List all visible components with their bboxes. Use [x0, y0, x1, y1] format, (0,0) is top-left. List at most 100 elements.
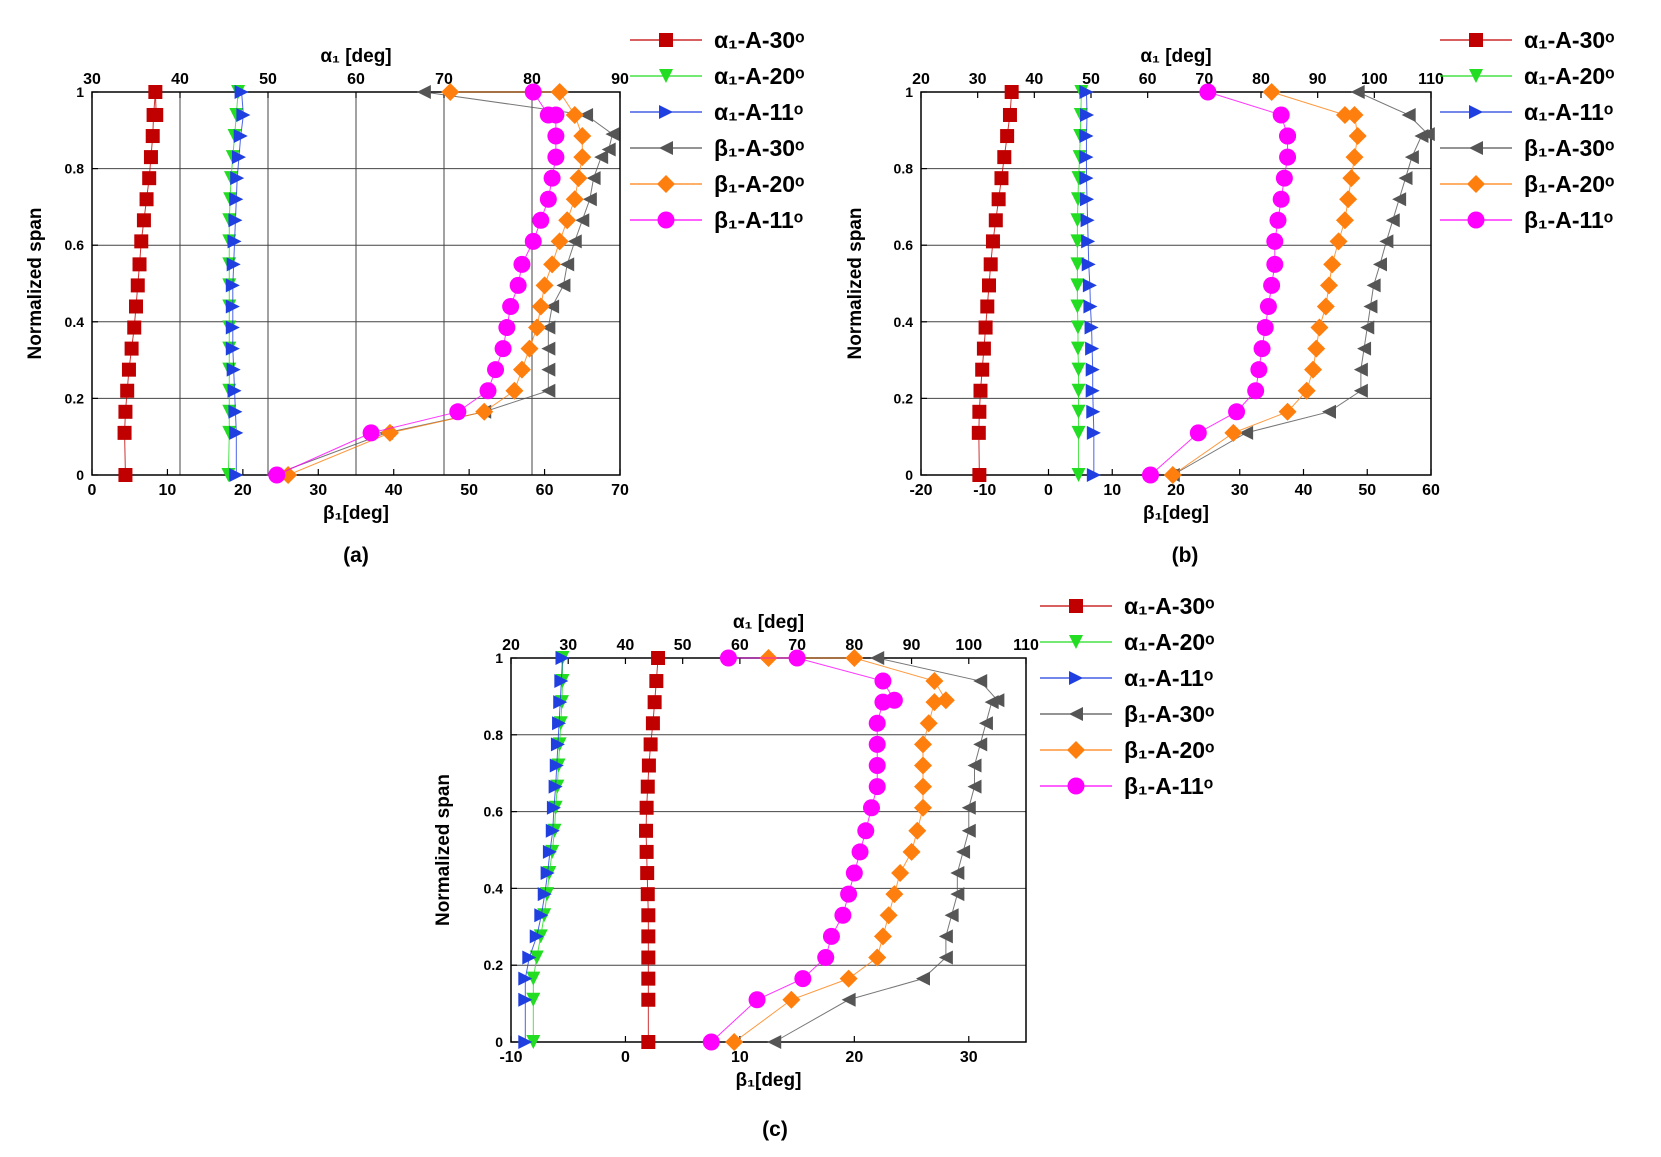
- data-point-a30: [132, 257, 147, 272]
- data-point-a30: [980, 299, 995, 314]
- data-point-b30: [541, 362, 556, 377]
- data-point-b20: [1307, 339, 1326, 358]
- data-point-b20: [1262, 83, 1281, 101]
- data-point-b11: [868, 714, 886, 732]
- data-point-b20: [839, 969, 858, 988]
- data-point-b30: [541, 383, 556, 398]
- data-point-b30: [841, 992, 856, 1007]
- top-x-tick-label: 50: [1082, 71, 1100, 88]
- bottom-x-axis-label: β₁[deg]: [736, 1070, 802, 1091]
- data-point-a30: [127, 320, 142, 335]
- data-point-a11: [548, 779, 563, 794]
- top-x-tick-label: 90: [903, 637, 921, 654]
- data-point-a11: [227, 234, 242, 249]
- data-point-b20: [573, 127, 592, 146]
- data-point-a11: [552, 716, 567, 731]
- data-point-b11: [840, 885, 858, 903]
- y-tick-label: 1: [76, 84, 84, 100]
- data-point-a11: [225, 299, 240, 314]
- top-x-tick-label: 80: [845, 637, 863, 654]
- data-point-b20: [1335, 105, 1354, 124]
- bottom-x-tick-label: 60: [1422, 482, 1440, 499]
- data-point-b20: [1323, 255, 1342, 274]
- series-a30: [971, 85, 1019, 482]
- data-point-b30: [556, 278, 571, 293]
- data-point-b20: [505, 381, 524, 400]
- data-point-b30: [1392, 192, 1407, 207]
- series-b11: [1142, 83, 1297, 484]
- legend-label-a20: α₁-A-20ᵒ: [1124, 629, 1215, 655]
- data-point-b20: [569, 169, 588, 188]
- data-point-b11: [748, 991, 766, 1009]
- data-point-b20: [1345, 105, 1364, 124]
- data-point-b30: [601, 142, 616, 157]
- data-point-b30: [961, 800, 976, 815]
- data-point-a11: [228, 404, 243, 419]
- data-point-a11: [1083, 299, 1098, 314]
- legend-marker-a20: [1069, 635, 1083, 649]
- bottom-x-tick-label: 0: [621, 1049, 630, 1066]
- data-point-a11: [1086, 404, 1101, 419]
- data-point-a11: [1086, 468, 1101, 482]
- data-point-a20: [1070, 234, 1085, 249]
- data-point-a30: [647, 695, 662, 710]
- data-point-b30: [582, 192, 597, 207]
- data-point-b20: [879, 906, 898, 925]
- data-point-a20: [1070, 299, 1085, 314]
- panel-label: (b): [1172, 544, 1199, 567]
- data-point-b20: [475, 402, 494, 421]
- legend-label-a11: α₁-A-11ᵒ: [1524, 99, 1613, 125]
- data-point-a20: [1070, 278, 1085, 293]
- data-point-b30: [1404, 150, 1419, 165]
- data-point-b20: [914, 777, 932, 796]
- legend-label-a11: α₁-A-11ᵒ: [1124, 665, 1213, 691]
- top-x-axis-label: α₁ [deg]: [320, 46, 391, 67]
- series-b30: [1165, 85, 1435, 482]
- data-point-b11: [1263, 276, 1281, 294]
- data-point-b20: [925, 672, 944, 691]
- data-point-b11: [532, 211, 550, 229]
- data-point-b30: [594, 150, 609, 165]
- data-point-a30: [988, 213, 1003, 228]
- legend-marker-a11: [659, 105, 673, 119]
- data-point-a11: [226, 362, 241, 377]
- top-x-tick-label: 60: [1139, 71, 1157, 88]
- data-point-b20: [543, 255, 562, 274]
- data-point-b20: [782, 990, 801, 1009]
- data-point-b11: [487, 361, 505, 379]
- data-point-b20: [535, 276, 554, 295]
- data-point-a11: [1084, 320, 1099, 335]
- bottom-x-tick-label: 20: [845, 1049, 863, 1066]
- data-point-b30: [586, 171, 601, 186]
- data-point-b11: [822, 927, 840, 945]
- data-point-a20: [1070, 320, 1085, 335]
- series-a30: [639, 651, 666, 1049]
- y-tick-label: 1: [495, 650, 503, 666]
- data-point-b20: [1304, 360, 1323, 379]
- legend-label-b30: β₁-A-30ᵒ: [1124, 701, 1215, 727]
- data-point-a30: [639, 823, 654, 838]
- data-point-b30: [1385, 213, 1400, 228]
- data-point-b30: [767, 1035, 782, 1049]
- y-tick-label: 0.4: [894, 314, 914, 330]
- data-point-b30: [1420, 127, 1435, 142]
- data-point-a30: [641, 950, 656, 965]
- data-point-a20: [1071, 404, 1086, 419]
- top-x-tick-label: 100: [955, 637, 982, 654]
- data-point-a11: [537, 887, 552, 902]
- data-point-a11: [227, 383, 242, 398]
- y-axis-label: Normalized span: [433, 774, 454, 926]
- data-point-b11: [1266, 232, 1284, 250]
- data-point-a30: [124, 341, 139, 356]
- top-x-tick-label: 30: [83, 71, 101, 88]
- top-x-tick-label: 40: [1025, 71, 1043, 88]
- data-point-b20: [531, 297, 550, 316]
- top-x-tick-label: 80: [1252, 71, 1270, 88]
- data-point-b30: [545, 299, 560, 314]
- data-point-a20: [526, 971, 541, 986]
- legend-marker-b20: [1067, 741, 1085, 759]
- data-point-a11: [546, 800, 561, 815]
- data-point-a30: [982, 278, 996, 293]
- data-point-b30: [950, 887, 965, 902]
- data-point-a11: [230, 171, 245, 186]
